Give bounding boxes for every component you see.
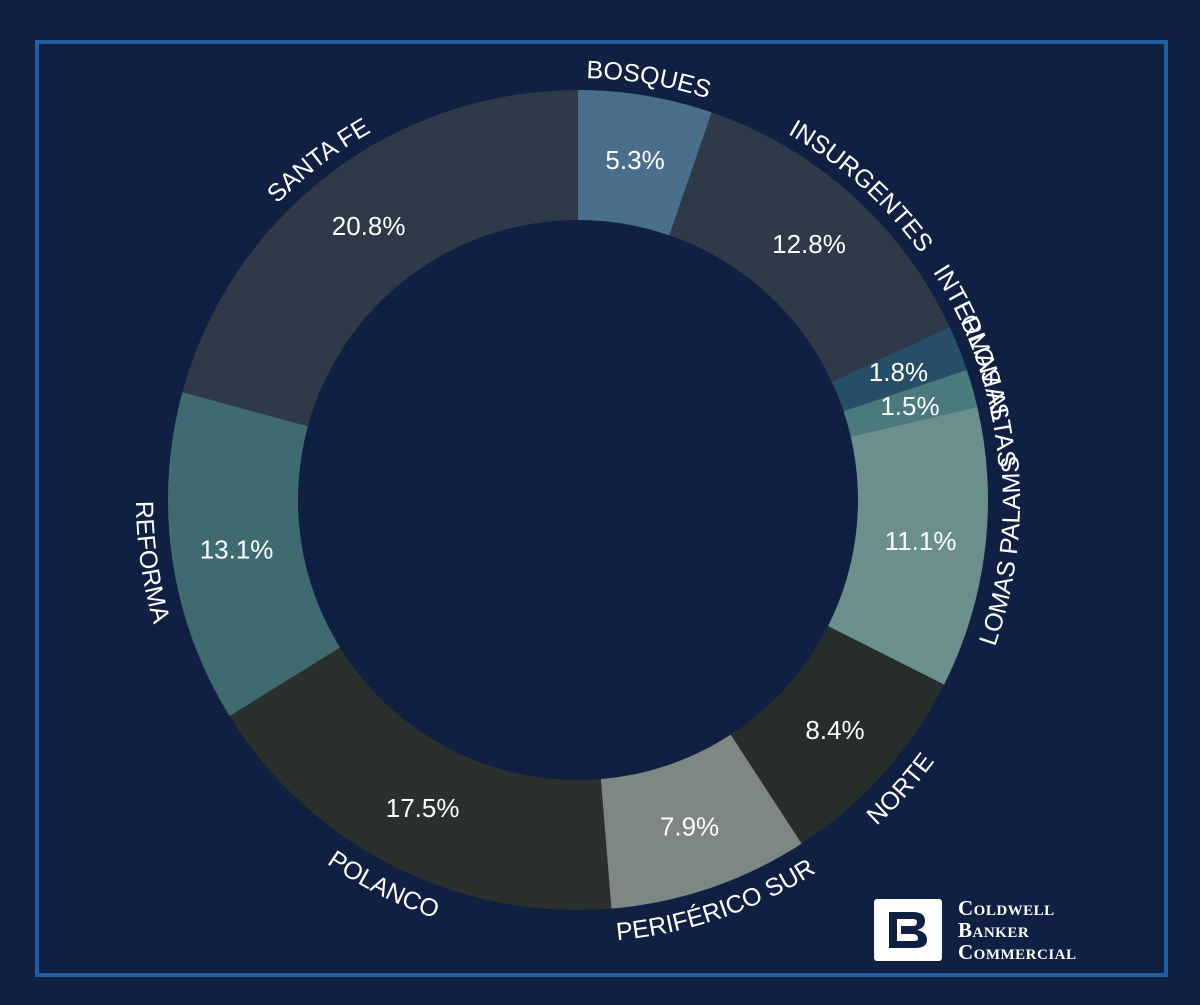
value-label-interlomas: 1.8% (869, 357, 928, 387)
value-label-santa-fe: 20.8% (332, 211, 406, 241)
donut-slice-polanco (229, 647, 612, 910)
value-label-bosques: 5.3% (605, 145, 664, 175)
brand-line-1: Coldwell (958, 896, 1055, 920)
value-label-lomas-palams: 11.1% (885, 526, 957, 556)
donut-slice-periferico-sur (600, 734, 802, 909)
donut-slice-norte (730, 626, 945, 844)
value-labels: 5.3% 12.8% 1.8% 1.5% 11.1% 8.4% 7.9% 17.5% 13.1%… (200, 145, 957, 842)
donut-slice-insurgentes (669, 112, 950, 382)
value-label-lomas-altas: 1.5% (880, 391, 939, 421)
chart-frame (35, 40, 1168, 977)
value-label-norte: 8.4% (805, 715, 864, 745)
brand-line-3: Commercial (958, 940, 1077, 964)
donut-slice-lomas-palams (827, 406, 989, 685)
value-label-periferico-sur: 7.9% (660, 811, 719, 841)
brand-wordmark: Coldwell Banker Commercial (958, 897, 1077, 963)
brand-logo: Coldwell Banker Commercial (874, 897, 1077, 963)
donut-segments (168, 90, 989, 910)
coldwell-banker-logo-icon (874, 899, 942, 961)
brand-line-2: Banker (958, 918, 1030, 942)
value-label-insurgentes: 12.8% (772, 229, 846, 259)
value-label-reforma: 13.1% (200, 535, 274, 565)
donut-slice-lomas-altas (843, 369, 978, 437)
donut-slice-interlomas (831, 326, 967, 412)
value-label-polanco: 17.5% (386, 793, 460, 823)
donut-slice-reforma (168, 392, 341, 717)
donut-slice-santa-fe (182, 90, 578, 427)
donut-slice-bosques (578, 90, 712, 236)
